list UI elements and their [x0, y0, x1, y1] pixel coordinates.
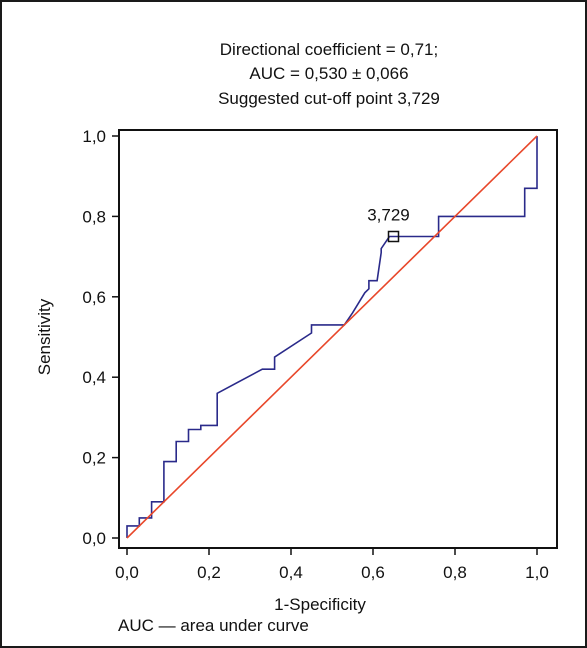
cutoff-point-marker	[387, 230, 400, 243]
y-tick-label: 0,8	[82, 207, 106, 226]
x-axis: 0,0 0,2 0,4 0,6 0,8 1,0	[115, 548, 549, 582]
cutoff-point-label: 3,729	[367, 206, 410, 225]
title-line-3: Suggested cut-off point 3,729	[218, 89, 440, 108]
x-tick-label: 1,0	[525, 563, 549, 582]
annotation-layer: 3,729	[367, 206, 410, 243]
y-tick-label: 0,2	[82, 449, 106, 468]
x-tick-label: 0,0	[115, 563, 139, 582]
x-tick-label: 0,2	[197, 563, 221, 582]
title-line-2: AUC = 0,530 ± 0,066	[249, 64, 408, 83]
y-tick-label: 1,0	[82, 127, 106, 146]
y-axis-label: Sensitivity	[35, 298, 54, 375]
chart-title: Directional coefficient = 0,71; AUC = 0,…	[218, 40, 440, 108]
series-layer	[126, 135, 538, 539]
reference-diagonal	[126, 135, 538, 539]
y-tick-label: 0,6	[82, 288, 106, 307]
y-tick-label: 0,0	[82, 529, 106, 548]
x-tick-label: 0,6	[361, 563, 385, 582]
roc-curve	[126, 136, 538, 538]
y-tick-label: 0,4	[82, 368, 106, 387]
y-axis: 0,0 0,2 0,4 0,6 0,8 1,0	[82, 127, 119, 548]
plot-area-border	[118, 129, 558, 549]
footnote: AUC — area under curve	[118, 616, 309, 635]
x-tick-label: 0,8	[443, 563, 467, 582]
x-axis-label: 1-Specificity	[274, 595, 366, 614]
x-tick-label: 0,4	[279, 563, 303, 582]
title-line-1: Directional coefficient = 0,71;	[220, 40, 438, 59]
